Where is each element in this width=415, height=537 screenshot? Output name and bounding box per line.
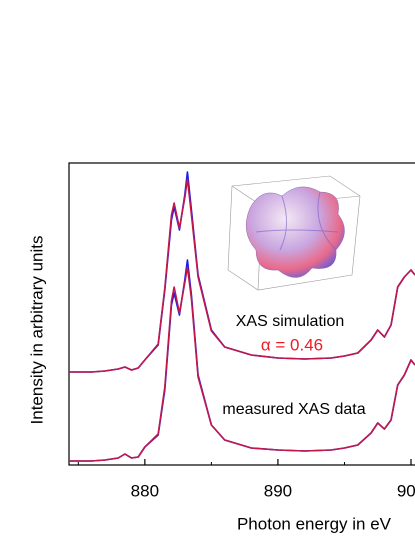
x-tick-label: 880: [131, 481, 159, 500]
plot-frame: [68, 162, 415, 466]
annotation: α = 0.46: [261, 335, 323, 354]
spectrum-line: [69, 259, 415, 462]
x-tick-label: 890: [264, 481, 292, 500]
y-axis-label: Intensity in arbitrary units: [27, 236, 46, 425]
inset-3d-shape: [227, 175, 361, 291]
x-axis-label: Photon energy in eV: [237, 514, 392, 533]
spectrum-line: [69, 178, 415, 373]
x-tick-label: 900: [397, 481, 415, 500]
annotation: measured XAS data: [222, 401, 365, 418]
annotation: XAS simulation: [236, 313, 345, 330]
spectrum-line: [69, 171, 415, 373]
spectrum-line: [69, 266, 415, 462]
